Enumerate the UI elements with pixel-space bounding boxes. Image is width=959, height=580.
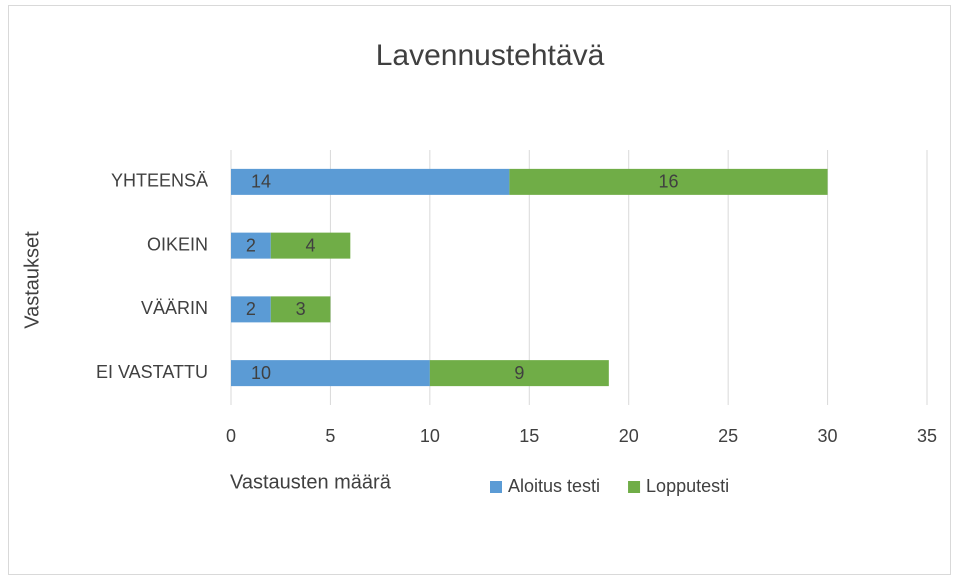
bar-segment (231, 232, 271, 259)
x-axis-label: Vastausten määrä (230, 471, 392, 493)
data-label: 2 (246, 235, 256, 255)
bar-segment (270, 232, 351, 259)
x-tick-label: 0 (226, 426, 236, 446)
data-label: 2 (246, 299, 256, 319)
bar-segment (429, 360, 609, 387)
x-tick-label: 5 (325, 426, 335, 446)
y-axis-label: Vastaukset (21, 231, 43, 329)
legend-label: Lopputesti (646, 476, 729, 496)
data-label: 14 (251, 172, 271, 192)
data-label: 10 (251, 363, 271, 383)
data-label: 16 (658, 172, 678, 192)
x-tick-label: 20 (619, 426, 639, 446)
bar-segment (231, 296, 271, 323)
x-tick-label: 15 (519, 426, 539, 446)
x-tick-label: 30 (818, 426, 838, 446)
chart-frame (8, 5, 951, 575)
x-tick-label: 10 (420, 426, 440, 446)
legend-swatch (490, 481, 502, 493)
legend-label: Aloitus testi (508, 476, 600, 496)
legend-swatch (628, 481, 641, 493)
chart-title: Lavennustehtävä (376, 39, 605, 72)
y-tick-label: YHTEENSÄ (111, 171, 208, 191)
bar-segment (231, 168, 510, 195)
x-tick-label: 25 (718, 426, 738, 446)
x-tick-label: 35 (917, 426, 937, 446)
data-label: 9 (514, 363, 524, 383)
bar-segment (270, 296, 331, 323)
y-tick-label: VÄÄRIN (141, 298, 208, 318)
y-tick-label: EI VASTATTU (96, 362, 208, 382)
bar-segment (231, 360, 430, 387)
data-label: 3 (296, 299, 306, 319)
bar-segment (509, 168, 828, 195)
data-label: 4 (306, 235, 316, 255)
y-tick-label: OIKEIN (147, 234, 208, 254)
